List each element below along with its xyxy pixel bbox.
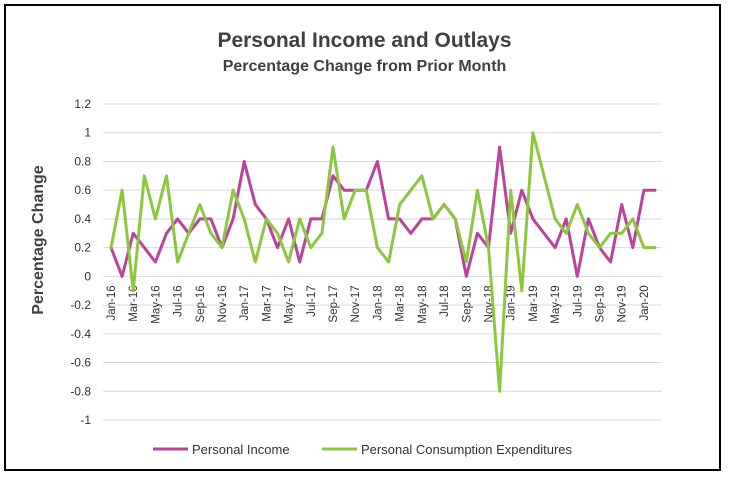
x-tick-label: Sep-19: [594, 285, 606, 322]
x-tick-label: Mar-17: [261, 285, 273, 321]
x-tick-label: Mar-16: [128, 285, 140, 321]
x-tick-label: Nov-19: [617, 285, 629, 322]
x-tick-label: Nov-17: [350, 285, 362, 322]
x-tick-label: Jul-16: [173, 285, 185, 316]
x-tick-label: Sep-16: [195, 285, 207, 322]
y-tick-label: 1: [84, 126, 91, 140]
y-tick-label: -0.4: [70, 327, 91, 341]
y-tick-label: -0.2: [70, 298, 91, 312]
y-tick-label: 0.6: [74, 183, 91, 197]
x-tick-label: Mar-19: [528, 285, 540, 321]
x-tick-label: Jan-18: [372, 285, 384, 320]
y-axis-label: Percentage Change: [30, 165, 47, 314]
y-tick-label: 0: [84, 269, 91, 283]
x-tick-label: Jan-16: [106, 285, 118, 320]
x-tick-label: Jul-19: [572, 285, 584, 316]
x-tick-label: Jan-17: [239, 285, 251, 320]
x-tick-label: Mar-18: [395, 285, 407, 321]
x-tick-label: May-19: [550, 285, 562, 323]
y-tick-label: 0.2: [74, 241, 91, 255]
y-tick-label: 0.8: [74, 154, 91, 168]
y-tick-label: -0.6: [70, 356, 91, 370]
x-tick-labels: Jan-16 Mar-16 May-16 Jul-16 Sep-16 Nov-16 Jan-…: [106, 285, 651, 323]
legend-label-pce: Personal Consumption Expenditures: [361, 442, 573, 457]
x-tick-label: Nov-16: [217, 285, 229, 322]
series-line-pce: [109, 131, 657, 393]
series-lines: [109, 131, 657, 393]
x-tick-label: Jul-18: [439, 285, 451, 316]
chart-title: Personal Income and Outlays: [217, 29, 512, 52]
x-tick-label: Jul-17: [306, 285, 318, 316]
chart-frame: [4, 4, 721, 471]
x-tick-label: Sep-17: [328, 285, 340, 322]
y-tick-label: -1: [80, 413, 91, 427]
y-tick-label: -0.8: [70, 384, 91, 398]
y-tick-label: 1.2: [74, 97, 91, 111]
x-tick-label: Jan-20: [639, 285, 651, 320]
x-tick-label: Sep-18: [461, 285, 473, 322]
legend: Personal Income Personal Consumption Exp…: [153, 442, 573, 457]
x-tick-label: May-16: [150, 285, 162, 323]
gridlines: [103, 103, 662, 421]
series-line-personal-income: [109, 145, 657, 278]
x-tick-label: May-18: [417, 285, 429, 323]
x-tick-label: Jan-19: [506, 285, 518, 320]
x-tick-label: May-17: [284, 285, 296, 323]
y-tick-label: 0.4: [74, 212, 91, 226]
chart-subtitle: Percentage Change from Prior Month: [222, 58, 507, 75]
legend-label-personal-income: Personal Income: [192, 442, 290, 457]
y-tick-labels: 1.2 1 0.8 0.6 0.4 0.2 0 -0.2 -0.4 -0.6 -0.8 -1: [70, 97, 91, 427]
